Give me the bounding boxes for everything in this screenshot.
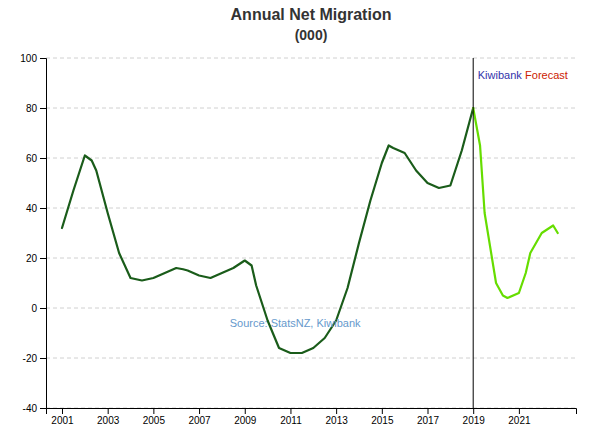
x-tick-mark xyxy=(519,408,520,414)
x-tick-mark xyxy=(245,408,246,414)
grid-line xyxy=(46,158,576,159)
annotation-part: Forecast xyxy=(525,69,568,81)
y-tick: 40 xyxy=(26,203,46,214)
annotation: KiwibankForecast xyxy=(478,69,568,81)
x-tick: 2017 xyxy=(417,408,440,426)
x-tick-label: 2011 xyxy=(280,415,302,426)
x-tick-mark xyxy=(62,408,63,414)
x-tick-mark xyxy=(382,408,383,414)
y-tick: -40 xyxy=(23,403,46,414)
x-tick: 2021 xyxy=(508,408,531,426)
y-tick-mark xyxy=(40,258,46,259)
title-group: Annual Net Migration (000) xyxy=(231,6,392,43)
y-tick-mark xyxy=(40,108,46,109)
y-tick-label: 60 xyxy=(26,153,38,164)
y-tick-label: 0 xyxy=(31,303,37,314)
vertical-line xyxy=(473,58,474,408)
annotations: Source: StatsNZ, Kiwibank KiwibankForecas… xyxy=(230,69,568,329)
subtitle: (000) xyxy=(295,27,328,43)
x-tick: 2011 xyxy=(280,408,302,426)
grid-line xyxy=(46,258,576,259)
y-tick-mark xyxy=(40,408,46,409)
x-axis-line xyxy=(47,409,577,415)
x-tick-mark xyxy=(473,408,474,414)
x-tick-label: 2003 xyxy=(97,415,120,426)
y-tick-label: 40 xyxy=(26,203,38,214)
x-tick-label: 2001 xyxy=(51,415,74,426)
x-tick: 2001 xyxy=(51,408,74,426)
y-tick-mark xyxy=(40,158,46,159)
series-line xyxy=(62,108,473,353)
x-tick-label: 2019 xyxy=(463,415,486,426)
series-line xyxy=(473,108,558,298)
y-tick-label: 100 xyxy=(20,53,37,64)
source-note: Source: StatsNZ, Kiwibank xyxy=(230,317,361,329)
y-tick-mark xyxy=(40,308,46,309)
x-tick: 2019 xyxy=(463,408,486,426)
x-tick-label: 2017 xyxy=(417,415,440,426)
x-tick-mark xyxy=(428,408,429,414)
grid-line xyxy=(46,108,576,109)
grid-line xyxy=(46,58,576,59)
y-tick-label: -40 xyxy=(23,403,38,414)
y-tick: 80 xyxy=(26,103,46,114)
y-axis: -40 -20 0 20 40 60 80 100 xyxy=(20,53,46,414)
annotation-part: Kiwibank xyxy=(478,69,523,81)
grid-line xyxy=(46,308,576,309)
x-tick-label: 2013 xyxy=(326,415,349,426)
y-tick: -20 xyxy=(23,353,46,364)
plot-area xyxy=(62,58,558,408)
x-tick: 2015 xyxy=(371,408,394,426)
x-tick-mark xyxy=(290,408,291,414)
x-tick-label: 2009 xyxy=(234,415,257,426)
x-tick: 2009 xyxy=(234,408,257,426)
x-tick-label: 2005 xyxy=(143,415,166,426)
y-tick-mark xyxy=(40,58,46,59)
x-tick-mark xyxy=(199,408,200,414)
x-tick-label: 2015 xyxy=(371,415,394,426)
x-tick-mark xyxy=(153,408,154,414)
x-tick: 2005 xyxy=(143,408,166,426)
grid xyxy=(46,58,576,408)
x-axis: 2001 2003 2005 2007 2009 2011 2013 2015 2017 2019… xyxy=(47,408,577,426)
y-tick: 60 xyxy=(26,153,46,164)
x-tick-mark xyxy=(108,408,109,414)
y-tick-mark xyxy=(40,358,46,359)
y-tick: 0 xyxy=(31,303,46,314)
x-tick: 2013 xyxy=(326,408,349,426)
y-tick-label: 20 xyxy=(26,253,38,264)
grid-line xyxy=(46,208,576,209)
grid-line xyxy=(46,358,576,359)
y-tick: 20 xyxy=(26,253,46,264)
y-tick-mark xyxy=(40,208,46,209)
y-tick: 100 xyxy=(20,53,46,64)
chart: Annual Net Migration(000)200120032005200… xyxy=(0,0,600,440)
x-tick-mark xyxy=(336,408,337,414)
x-tick-label: 2021 xyxy=(508,415,531,426)
y-tick-label: 80 xyxy=(26,103,38,114)
y-axis-line xyxy=(40,59,47,409)
x-tick: 2003 xyxy=(97,408,120,426)
y-tick-label: -20 xyxy=(23,353,38,364)
title: Annual Net Migration xyxy=(231,6,392,23)
x-tick-label: 2007 xyxy=(188,415,211,426)
x-tick: 2007 xyxy=(188,408,211,426)
